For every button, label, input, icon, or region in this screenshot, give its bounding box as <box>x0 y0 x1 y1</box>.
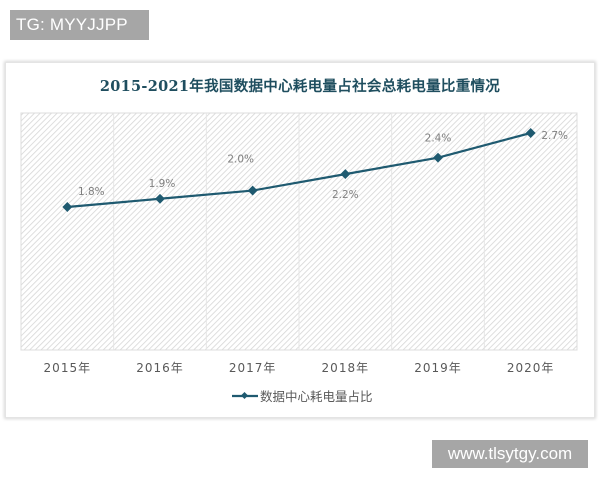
legend-line-diamond-icon <box>232 391 258 399</box>
gridlines <box>113 113 485 350</box>
x-axis-label: 2016年 <box>136 361 184 375</box>
chart-title: 2015-2021年我国数据中心耗电量占社会总耗电量比重情况 <box>99 78 501 95</box>
data-label: 2.0% <box>227 154 254 166</box>
data-point-marker <box>340 169 351 180</box>
x-axis-label: 2015年 <box>44 361 92 375</box>
data-point-marker <box>155 193 165 204</box>
x-axis-label: 2018年 <box>322 361 370 375</box>
x-axis-label: 2017年 <box>229 361 277 375</box>
data-point-marker <box>247 185 258 196</box>
legend: 数据中心耗电量占比 <box>232 386 373 405</box>
data-label: 1.8% <box>78 186 105 198</box>
data-point-marker <box>525 128 536 138</box>
x-axis-label: 2019年 <box>414 361 462 375</box>
watermark-bottom: www.tlsytgy.com <box>432 440 588 468</box>
data-label: 1.9% <box>149 178 176 190</box>
x-axis-labels: 2015年 2016年 2017年 2018年 2019年 2020年 <box>44 361 555 375</box>
series-line <box>67 131 531 209</box>
data-label: 2.7% <box>541 130 568 142</box>
legend-label: 数据中心耗电量占比 <box>260 389 373 404</box>
data-label: 2.4% <box>425 133 452 145</box>
data-label: 2.2% <box>332 189 359 201</box>
data-point-marker <box>433 152 443 163</box>
x-axis-label: 2020年 <box>507 361 555 375</box>
data-labels: 1.8% 1.9% 2.0% 2.2% 2.4% 2.7% <box>78 130 568 201</box>
watermark-top: TG: MYYJJPP <box>10 10 149 40</box>
